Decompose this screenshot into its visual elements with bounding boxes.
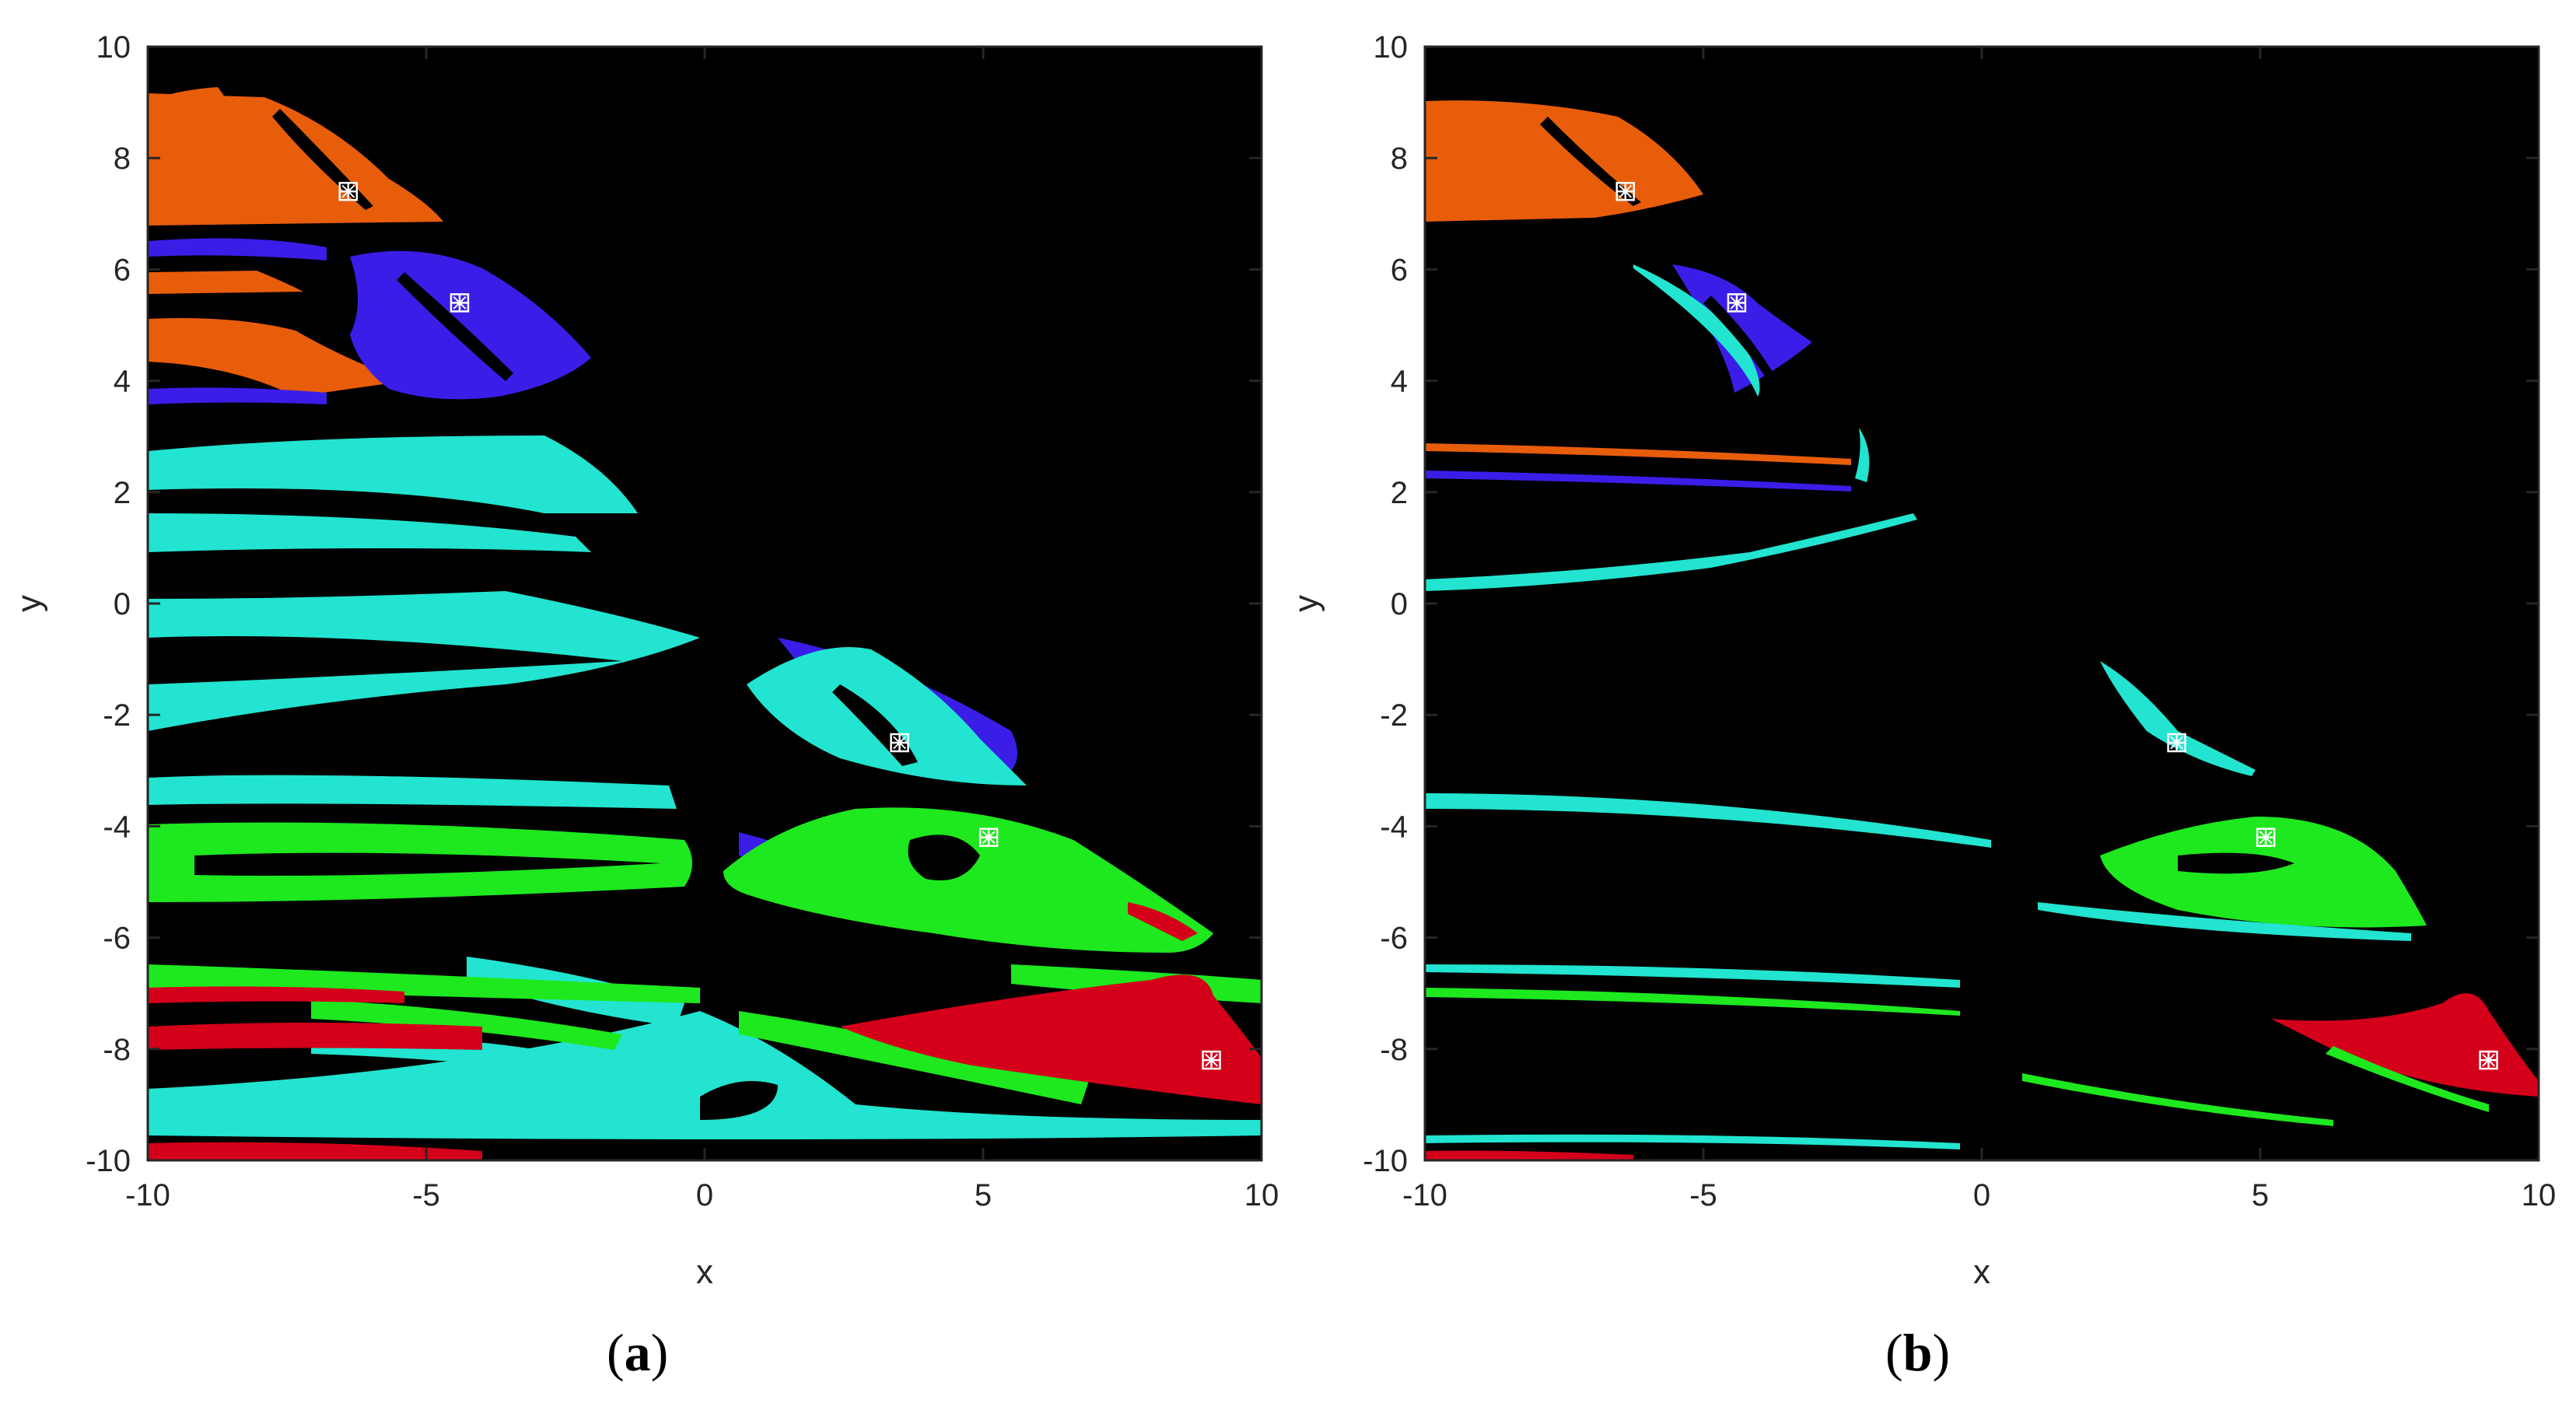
x-tick-label: 5 (975, 1178, 992, 1212)
y-tick-label: 6 (114, 253, 131, 287)
attractor-marker-cyan (2167, 733, 2186, 753)
panel-label-b: (b) (1885, 1323, 1951, 1382)
y-axis-label-a: y (10, 595, 48, 612)
y-tick-label: 10 (96, 30, 131, 65)
y-tick-label: -6 (1380, 922, 1408, 956)
x-tick-label: 5 (2252, 1178, 2269, 1212)
y-tick-label: 0 (114, 587, 131, 621)
attractor-markers-b (1615, 181, 2498, 1070)
y-tick-label: -6 (103, 922, 131, 956)
x-tick-label: 0 (696, 1178, 713, 1212)
y-tick-label: 4 (114, 365, 131, 399)
y-tick-label: -8 (103, 1033, 131, 1067)
y-tick-label: -10 (86, 1144, 131, 1178)
x-ticks-a: -10 -5 0 5 10 (125, 47, 1279, 1212)
y-tick-label: 2 (1391, 476, 1408, 510)
y-tick-label: 4 (1391, 365, 1408, 399)
attractor-marker-orange (338, 181, 359, 201)
y-axis-label-b: y (1287, 595, 1325, 612)
y-ticks-b: 10 8 6 4 2 0 -2 -4 -6 -8 -10 (1363, 30, 2539, 1178)
panel-a: -10 -5 0 5 10 10 8 6 4 2 0 -2 -4 -6 -8 -10 x y (10, 30, 1279, 1291)
y-tick-label: -2 (103, 698, 131, 733)
x-tick-label: 0 (1973, 1178, 1990, 1212)
y-tick-label: -4 (1380, 810, 1408, 844)
basin-map-b (1425, 100, 2539, 1160)
y-tick-label: -8 (1380, 1033, 1408, 1067)
attractor-marker-green (978, 827, 999, 847)
y-tick-label: 8 (114, 142, 131, 176)
x-axis-label-a: x (696, 1253, 713, 1291)
x-ticks-b: -10 -5 0 5 10 (1402, 47, 2556, 1212)
x-tick-label: -10 (1402, 1178, 1447, 1212)
x-axis-label-b: x (1973, 1253, 1990, 1291)
y-tick-label: 0 (1391, 587, 1408, 621)
y-tick-label: 2 (114, 476, 131, 510)
attractor-marker-orange (1615, 181, 1636, 201)
basin-map-a (148, 87, 1262, 1160)
attractor-marker-green (2256, 827, 2276, 847)
y-ticks-a: 10 8 6 4 2 0 -2 -4 -6 -8 -10 (86, 30, 1262, 1178)
y-tick-label: 10 (1374, 30, 1409, 65)
x-tick-label: -5 (412, 1178, 440, 1212)
x-tick-label: 10 (2522, 1178, 2557, 1212)
y-tick-label: -10 (1363, 1144, 1408, 1178)
y-tick-label: -4 (103, 810, 131, 844)
x-tick-label: -10 (125, 1178, 170, 1212)
attractor-marker-red (2479, 1050, 2498, 1070)
attractor-marker-cyan (890, 733, 909, 753)
panel-label-a: (a) (607, 1323, 669, 1382)
x-tick-label: -5 (1689, 1178, 1717, 1212)
attractor-markers-a (338, 181, 1221, 1070)
attractor-marker-blue (450, 293, 470, 313)
attractor-marker-red (1202, 1050, 1221, 1070)
x-tick-label: 10 (1244, 1178, 1279, 1212)
attractor-marker-blue (1727, 293, 1747, 313)
y-tick-label: -2 (1380, 698, 1408, 733)
panel-b: -10 -5 0 5 10 10 8 6 4 2 0 -2 -4 -6 -8 -10 x y (1287, 30, 2556, 1291)
y-tick-label: 8 (1391, 142, 1408, 176)
y-tick-label: 6 (1391, 253, 1408, 287)
